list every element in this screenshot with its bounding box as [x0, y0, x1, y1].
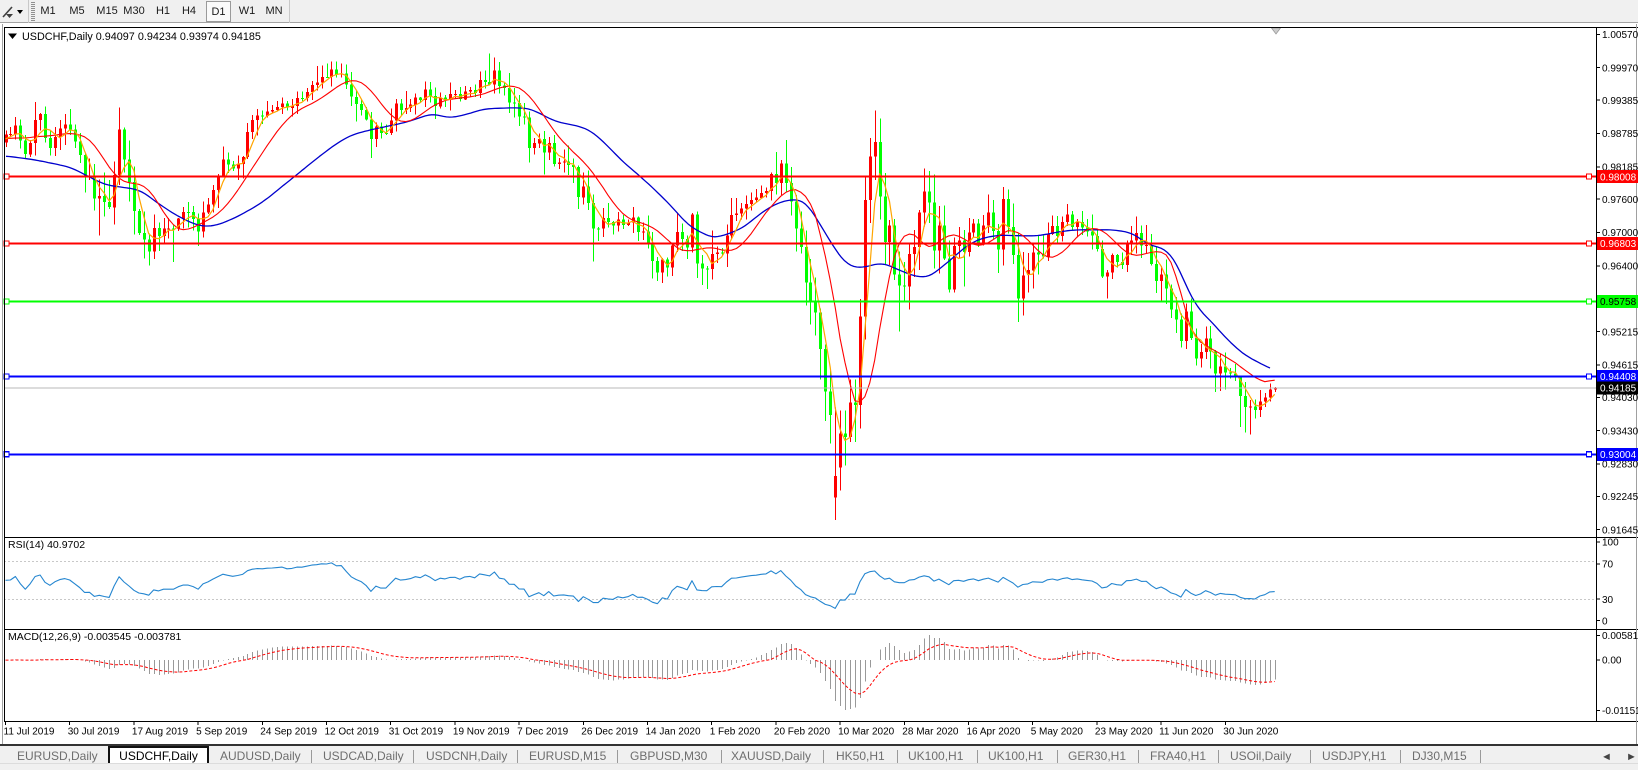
- svg-text:16 Apr 2020: 16 Apr 2020: [967, 727, 1021, 738]
- svg-text:RSI(14) 40.9702: RSI(14) 40.9702: [8, 539, 85, 551]
- svg-text:26 Dec 2019: 26 Dec 2019: [581, 727, 638, 738]
- svg-text:14 Jan 2020: 14 Jan 2020: [646, 727, 701, 738]
- svg-text:0.96400: 0.96400: [1602, 262, 1638, 273]
- svg-text:7 Dec 2019: 7 Dec 2019: [517, 727, 569, 738]
- svg-text:28 Mar 2020: 28 Mar 2020: [902, 727, 959, 738]
- svg-text:0: 0: [1602, 616, 1608, 627]
- svg-text:12 Oct 2019: 12 Oct 2019: [325, 727, 380, 738]
- svg-text:5 May 2020: 5 May 2020: [1031, 727, 1084, 738]
- svg-text:0.92830: 0.92830: [1602, 460, 1638, 471]
- svg-text:0.95758: 0.95758: [1600, 297, 1637, 308]
- svg-text:100: 100: [1602, 538, 1619, 549]
- svg-text:0.94408: 0.94408: [1600, 372, 1637, 383]
- svg-text:24 Sep 2019: 24 Sep 2019: [260, 727, 317, 738]
- svg-text:0.93004: 0.93004: [1600, 450, 1637, 461]
- svg-text:0.92245: 0.92245: [1602, 492, 1638, 503]
- svg-text:0.96803: 0.96803: [1600, 239, 1637, 250]
- svg-text:MACD(12,26,9) -0.003545 -0.003: MACD(12,26,9) -0.003545 -0.003781: [8, 631, 182, 643]
- svg-text:23 May 2020: 23 May 2020: [1095, 727, 1153, 738]
- svg-text:11 Jul 2019: 11 Jul 2019: [4, 727, 55, 738]
- svg-text:0.93430: 0.93430: [1602, 426, 1638, 437]
- svg-text:0.99970: 0.99970: [1602, 63, 1638, 74]
- svg-text:31 Oct 2019: 31 Oct 2019: [389, 727, 444, 738]
- svg-text:0.94615: 0.94615: [1602, 361, 1638, 372]
- svg-text:17 Aug 2019: 17 Aug 2019: [132, 727, 189, 738]
- svg-text:30: 30: [1602, 595, 1614, 606]
- svg-text:30 Jun 2020: 30 Jun 2020: [1223, 727, 1278, 738]
- svg-text:0.98185: 0.98185: [1602, 163, 1638, 174]
- svg-text:USDCHF,Daily 0.94097 0.94234 0: USDCHF,Daily 0.94097 0.94234 0.93974 0.9…: [22, 31, 261, 43]
- svg-text:0.98785: 0.98785: [1602, 129, 1638, 140]
- svg-text:0.00: 0.00: [1602, 656, 1622, 667]
- svg-text:-0.011514: -0.011514: [1602, 706, 1638, 717]
- svg-text:5 Sep 2019: 5 Sep 2019: [196, 727, 248, 738]
- svg-text:0.005818: 0.005818: [1602, 631, 1638, 642]
- svg-text:1 Feb 2020: 1 Feb 2020: [710, 727, 761, 738]
- svg-text:0.94185: 0.94185: [1600, 384, 1637, 395]
- svg-text:0.99385: 0.99385: [1602, 96, 1638, 107]
- svg-text:0.97000: 0.97000: [1602, 228, 1638, 239]
- svg-text:11 Jun 2020: 11 Jun 2020: [1159, 727, 1214, 738]
- svg-text:19 Nov 2019: 19 Nov 2019: [453, 727, 510, 738]
- svg-text:1.00570: 1.00570: [1602, 30, 1638, 41]
- svg-text:20 Feb 2020: 20 Feb 2020: [774, 727, 831, 738]
- svg-text:70: 70: [1602, 560, 1614, 571]
- svg-text:0.94030: 0.94030: [1602, 393, 1638, 404]
- svg-text:0.97600: 0.97600: [1602, 195, 1638, 206]
- svg-text:10 Mar 2020: 10 Mar 2020: [838, 727, 895, 738]
- svg-text:0.91645: 0.91645: [1602, 525, 1638, 536]
- svg-text:0.98008: 0.98008: [1600, 172, 1637, 183]
- svg-text:30 Jul 2019: 30 Jul 2019: [68, 727, 120, 738]
- svg-text:0.95215: 0.95215: [1602, 327, 1638, 338]
